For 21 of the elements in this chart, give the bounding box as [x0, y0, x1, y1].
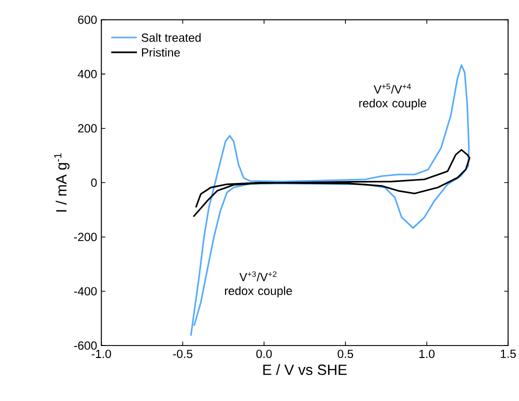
y-tick-label: 0 [91, 178, 97, 187]
x-tick-label: 0.0 [256, 350, 272, 358]
annotation: V$^{+5}$/V$^{+4}$ redox couple [359, 84, 426, 110]
x-tick-label: 0.5 [338, 350, 354, 358]
y-tick-label: 200 [78, 124, 97, 133]
x-tick-label: -0.5 [173, 350, 192, 358]
y-tick-label: 600 [78, 16, 97, 24]
line-series [192, 149, 470, 218]
line-series [190, 64, 470, 337]
x-tick-label: -1.0 [92, 350, 112, 358]
x-axis-title: E / V vs SHE [263, 364, 347, 376]
x-tick-label: 1.5 [500, 350, 516, 358]
y-tick-label: -200 [74, 232, 97, 242]
annotation: V$^{+3}$/V$^{+2}$ redox couple [225, 271, 292, 298]
y-tick-label: 400 [78, 70, 97, 78]
y-tick-label: -400 [74, 287, 97, 296]
x-tick-label: 1.0 [419, 350, 435, 358]
y-tick-label: -600 [74, 341, 97, 350]
legend-label: Salt treated [142, 33, 201, 42]
y-axis-title: I / mA g$^{-1}$ [54, 153, 70, 212]
legend-label: Pristine [142, 48, 180, 57]
